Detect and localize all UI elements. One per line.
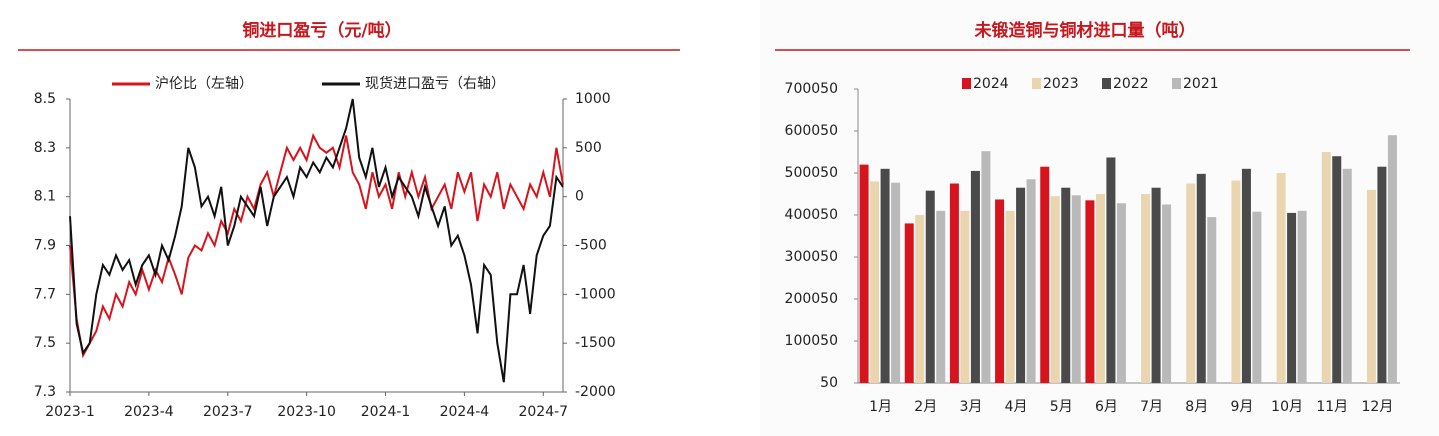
- legend-label: 2022: [1113, 76, 1149, 92]
- bar: [1026, 179, 1036, 383]
- y-tick-label: 200050: [785, 291, 838, 307]
- bar: [1095, 194, 1105, 383]
- y-tick-label: 500050: [785, 165, 838, 181]
- bar: [1287, 212, 1297, 383]
- x-tick-label: 2023-10: [277, 404, 336, 420]
- y-tick-label: 8.3: [34, 140, 56, 156]
- x-tick-label: 2月: [914, 399, 937, 415]
- bar: [1387, 135, 1397, 383]
- bar: [1252, 211, 1262, 383]
- y2-tick-label: 1000: [575, 91, 611, 107]
- bar: [1061, 187, 1071, 383]
- x-tick-label: 2024-4: [440, 404, 490, 420]
- bar: [970, 170, 980, 383]
- x-tick-label: 2024-7: [518, 404, 568, 420]
- y-tick-label: 100050: [785, 333, 838, 349]
- bar: [1377, 166, 1387, 383]
- bar: [1186, 183, 1196, 383]
- bar: [1366, 189, 1376, 383]
- y-tick-label: 600050: [785, 123, 838, 139]
- bar: [1141, 194, 1151, 383]
- x-tick-label: 9月: [1230, 399, 1253, 415]
- y-tick-label: 7.7: [34, 286, 56, 302]
- legend-label: 2023: [1043, 76, 1079, 92]
- bar: [1116, 203, 1126, 383]
- bar: [870, 181, 880, 383]
- legend-swatch: [1032, 78, 1041, 89]
- y-tick-label: 8.5: [34, 91, 56, 107]
- series-line: [69, 98, 564, 383]
- x-tick-label: 7月: [1140, 399, 1163, 415]
- bar: [1332, 156, 1342, 383]
- legend-swatch: [1102, 78, 1111, 89]
- bar: [1016, 187, 1026, 383]
- x-tick-label: 2024-1: [361, 404, 411, 420]
- y2-tick-label: 0: [575, 189, 584, 205]
- y2-tick-label: -2000: [575, 384, 616, 400]
- x-tick-label: 6月: [1095, 399, 1118, 415]
- x-tick-label: 5月: [1050, 399, 1073, 415]
- bar: [880, 168, 890, 383]
- bar: [1040, 166, 1050, 383]
- x-tick-label: 1月: [869, 399, 892, 415]
- bar: [1106, 157, 1116, 383]
- bar: [1162, 204, 1172, 383]
- bar: [1085, 200, 1095, 383]
- bar: [915, 215, 925, 383]
- y2-tick-label: -500: [575, 238, 607, 254]
- chart-title: 未锻造铜与铜材进口量（吨）: [974, 20, 1196, 41]
- bar: [1241, 168, 1251, 383]
- y2-tick-label: 500: [575, 140, 602, 156]
- bar: [1005, 210, 1015, 383]
- bar: [1207, 217, 1217, 383]
- bar: [925, 190, 935, 383]
- bar: [904, 223, 914, 383]
- legend-label: 2021: [1183, 76, 1219, 92]
- y-tick-label: 7.3: [34, 384, 56, 400]
- y-tick-label: 7.9: [34, 238, 56, 254]
- y2-tick-label: -1000: [575, 286, 616, 302]
- bar: [995, 199, 1005, 383]
- bar: [1196, 173, 1206, 383]
- bar: [891, 182, 901, 383]
- x-tick-label: 11月: [1316, 399, 1348, 415]
- bar: [859, 164, 869, 383]
- legend-label: 现货进口盈亏（右轴）: [365, 75, 505, 92]
- bar: [1050, 196, 1060, 383]
- y2-tick-label: -1500: [575, 335, 616, 351]
- legend-swatch: [962, 78, 971, 89]
- legend-label: 2024: [973, 76, 1009, 92]
- y-tick-label: 700050: [785, 81, 838, 97]
- x-tick-label: 8月: [1185, 399, 1208, 415]
- bar: [1276, 173, 1286, 383]
- x-tick-label: 12月: [1362, 399, 1394, 415]
- y-tick-label: 50: [820, 375, 838, 391]
- legend-label: 沪伦比（左轴）: [155, 76, 253, 92]
- x-tick-label: 10月: [1271, 399, 1303, 415]
- bar: [1321, 152, 1331, 383]
- y-tick-label: 7.5: [34, 335, 56, 351]
- bar: [981, 151, 991, 383]
- bar: [1071, 195, 1081, 383]
- bar: [1297, 210, 1307, 383]
- x-tick-label: 3月: [959, 399, 982, 415]
- series-line: [69, 132, 564, 359]
- bar: [949, 183, 959, 383]
- y-tick-label: 8.1: [34, 189, 56, 205]
- chart-title: 铜进口盈亏（元/吨）: [242, 20, 401, 41]
- bar: [1231, 180, 1241, 383]
- x-tick-label: 2023-4: [124, 404, 174, 420]
- legend-swatch: [1172, 78, 1181, 89]
- x-tick-label: 2023-7: [203, 404, 253, 420]
- bar: [960, 210, 970, 383]
- y-tick-label: 400050: [785, 207, 838, 223]
- y-tick-label: 300050: [785, 249, 838, 265]
- bar: [936, 210, 946, 383]
- x-tick-label: 4月: [1005, 399, 1028, 415]
- bar: [1342, 168, 1352, 383]
- bar: [1151, 187, 1161, 383]
- x-tick-label: 2023-1: [45, 404, 95, 420]
